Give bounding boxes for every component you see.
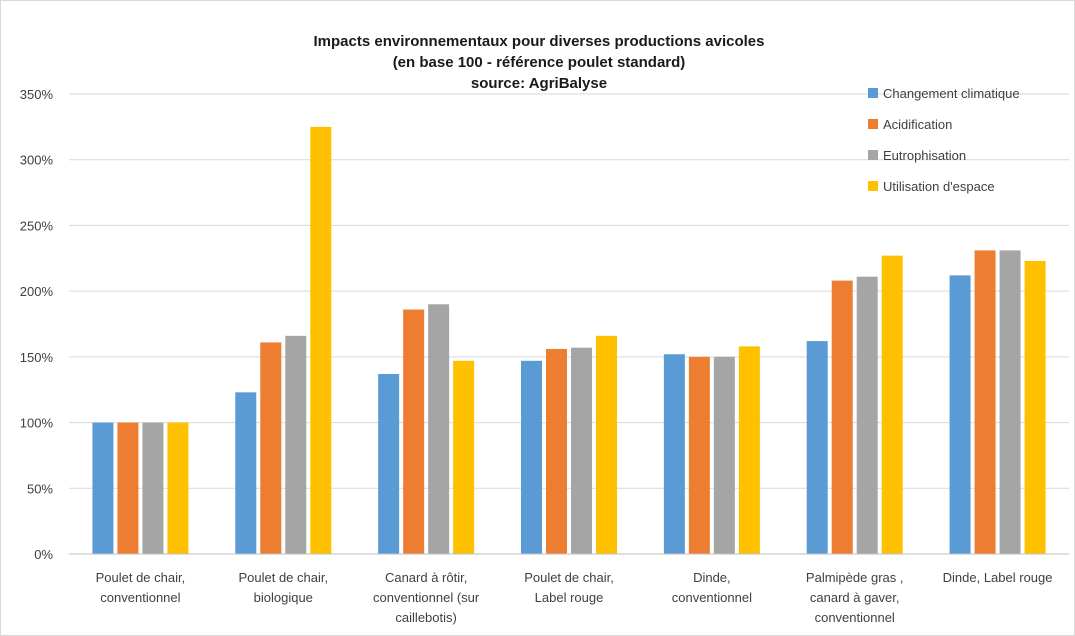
x-category-label-line: conventionnel [672, 590, 752, 605]
y-tick-label: 300% [20, 153, 54, 168]
x-category-label: Poulet de chair, Label rouge [524, 570, 614, 605]
legend-label: Changement climatique [883, 86, 1020, 101]
y-tick-label: 250% [20, 218, 54, 233]
bars [92, 126, 1046, 554]
x-category-label-line: Dinde, [693, 570, 731, 585]
bar-changement-climatique-6 [949, 275, 971, 554]
legend: Changement climatique Acidification Eutrop… [868, 86, 1020, 194]
x-category-label-line: conventionnel (sur [373, 590, 480, 605]
bar-changement-climatique-1 [235, 392, 257, 554]
bar-utilisation-d-espace-2 [453, 360, 475, 554]
bar-utilisation-d-espace-4 [738, 346, 760, 554]
bar-acidification-0 [117, 422, 139, 554]
x-category-label-line: Poulet de chair, [524, 570, 614, 585]
legend-swatch [868, 119, 878, 129]
bar-utilisation-d-espace-0 [167, 422, 189, 554]
bar-acidification-4 [688, 356, 710, 554]
bar-acidification-2 [403, 309, 425, 554]
x-category-label-line: conventionnel [815, 610, 895, 625]
y-tick-label: 350% [20, 87, 54, 102]
chart-title-line: Impacts environnementaux pour diverses p… [314, 33, 765, 50]
y-tick-label: 150% [20, 350, 54, 365]
legend-swatch [868, 88, 878, 98]
legend-label: Eutrophisation [883, 148, 966, 163]
y-tick-label: 100% [20, 416, 54, 431]
bar-acidification-6 [974, 250, 996, 554]
bar-eutrophisation-4 [713, 356, 735, 554]
bar-utilisation-d-espace-6 [1024, 260, 1046, 554]
chart-title-line: source: AgriBalyse [471, 75, 607, 92]
bar-utilisation-d-espace-1 [310, 126, 332, 554]
bar-utilisation-d-espace-5 [881, 255, 903, 554]
bar-eutrophisation-6 [999, 250, 1021, 554]
x-category-label: Dinde, Label rouge [943, 570, 1053, 585]
x-category-label-line: Poulet de chair, [96, 570, 186, 585]
bar-eutrophisation-0 [142, 422, 164, 554]
x-category-label-line: Poulet de chair, [238, 570, 328, 585]
x-category-label-line: Label rouge [535, 590, 604, 605]
x-category-label-line: conventionnel [100, 590, 180, 605]
bar-eutrophisation-5 [856, 276, 878, 554]
legend-swatch [868, 181, 878, 191]
x-category-label-line: canard à gaver, [810, 590, 900, 605]
bar-acidification-1 [260, 342, 282, 554]
x-category-label: Canard à rôtir, conventionnel (sur cailleb… [373, 570, 480, 625]
bar-eutrophisation-2 [428, 304, 450, 554]
x-category-label-line: Dinde, Label rouge [943, 570, 1053, 585]
bar-acidification-3 [546, 348, 567, 554]
bar-changement-climatique-2 [378, 373, 400, 554]
legend-label: Utilisation d'espace [883, 179, 995, 194]
bar-changement-climatique-4 [663, 354, 685, 554]
x-category-label: Dinde, conventionnel [672, 570, 752, 605]
y-axis-ticks: 0% 50% 100% 150% 200% 250% 300% 350% [20, 87, 54, 562]
x-category-label: Poulet de chair, biologique [238, 570, 328, 605]
bar-eutrophisation-1 [285, 335, 307, 554]
x-category-label: Poulet de chair, conventionnel [96, 570, 186, 605]
bar-changement-climatique-0 [92, 422, 114, 554]
chart-title-line: (en base 100 - référence poulet standard… [393, 54, 686, 71]
bar-eutrophisation-3 [571, 347, 592, 554]
x-category-label-line: Palmipède gras , [806, 570, 904, 585]
legend-swatch [868, 150, 878, 160]
bar-acidification-5 [831, 280, 853, 554]
x-category-label-line: caillebotis) [395, 610, 456, 625]
y-tick-label: 50% [27, 481, 53, 496]
x-category-label-line: Canard à rôtir, [385, 570, 467, 585]
y-tick-label: 200% [20, 284, 54, 299]
legend-label: Acidification [883, 117, 952, 132]
x-category-label: Palmipède gras , canard à gaver, conventio… [806, 570, 904, 625]
chart-title: Impacts environnementaux pour diverses p… [314, 33, 765, 92]
bar-changement-climatique-3 [521, 360, 542, 554]
x-category-label-line: biologique [254, 590, 313, 605]
bar-changement-climatique-5 [806, 341, 828, 554]
bar-utilisation-d-espace-3 [596, 335, 617, 554]
y-tick-label: 0% [34, 547, 53, 562]
